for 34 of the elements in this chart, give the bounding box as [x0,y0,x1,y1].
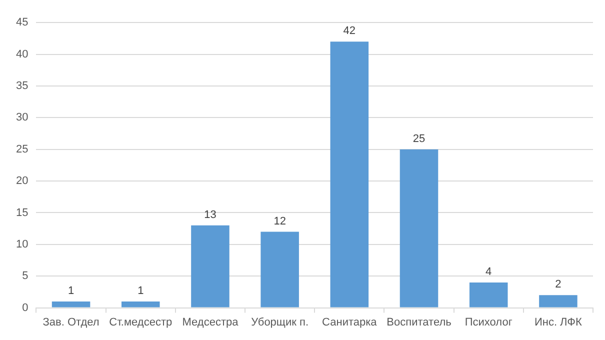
x-tick-label: Санитарка [322,316,378,328]
bar [330,42,369,308]
bar [469,282,508,308]
data-label: 4 [486,266,492,278]
y-tick-label: 5 [22,270,28,282]
y-tick-label: 35 [16,80,28,92]
bar [191,225,230,308]
y-tick-label: 45 [16,16,28,29]
x-tick-label: Инс. ЛФК [534,316,583,328]
y-tick-label: 10 [16,238,28,250]
bar [260,232,299,308]
data-label: 42 [343,25,356,38]
bar [400,149,438,308]
x-tick-label: Медсестра [182,316,240,328]
data-label: 13 [204,208,216,221]
y-tick-label: 30 [16,112,28,124]
data-label: 2 [555,278,562,291]
y-tick-label: 40 [16,48,28,60]
y-tick-label: 25 [16,143,28,156]
data-label: 1 [138,284,144,297]
data-label: 1 [68,284,74,297]
x-tick-label: Ст.медсестр [109,316,172,328]
y-tick-label: 15 [16,206,28,219]
data-label: 12 [274,215,286,228]
bar [52,301,90,308]
x-tick-label: Зав. Отдел [42,316,100,328]
x-tick-label: Уборщик п. [251,316,308,328]
data-label: 25 [412,132,426,145]
bar [539,295,578,308]
bar [121,301,160,308]
y-tick-label: 20 [16,175,28,188]
y-tick-label: 0 [22,302,28,314]
x-tick-label: Психолог [464,316,512,328]
x-tick-label: Воспитатель [386,316,452,328]
